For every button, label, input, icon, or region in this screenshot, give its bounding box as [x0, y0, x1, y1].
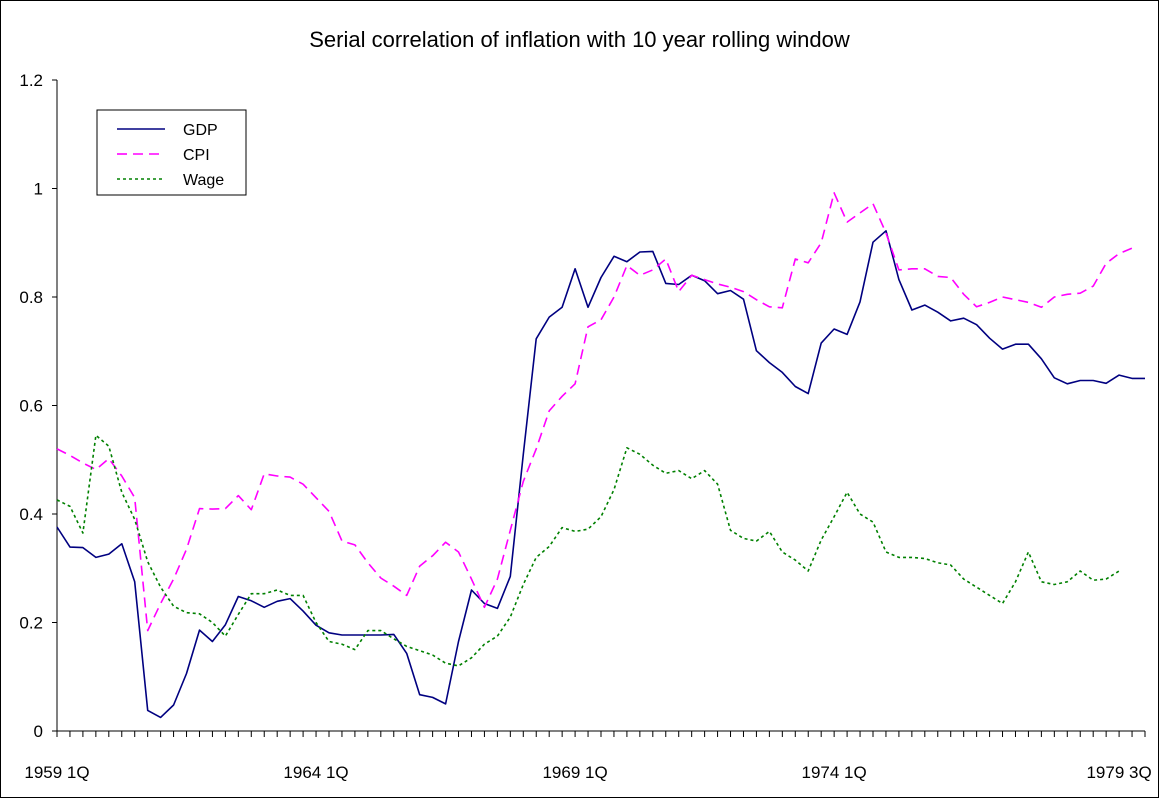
series-line-gdp — [56, 230, 1145, 719]
x-tick-label: 1964 1Q — [283, 763, 348, 782]
y-tick-label: 1.2 — [19, 71, 43, 90]
series-line-cpi — [56, 192, 1133, 632]
y-tick-label: 0.2 — [19, 614, 43, 633]
axes: 0 0.2 0.4 0.6 0.8 1 1.2 1959 1Q 1964 1Q 1969 1Q 19… — [19, 71, 1151, 782]
y-tick-label: 0 — [34, 722, 43, 741]
y-tick-label: 1 — [34, 180, 43, 199]
legend-label-gdp: GDP — [183, 122, 218, 139]
x-tick-label: 1979 3Q — [1086, 763, 1151, 782]
plot-lines — [56, 192, 1145, 719]
x-tick-label: 1969 1Q — [542, 763, 607, 782]
y-tick-label: 0.6 — [19, 397, 43, 416]
legend-label-cpi: CPI — [183, 147, 210, 164]
chart-title: Serial correlation of inflation with 10 … — [309, 27, 850, 52]
x-tick-label: 1974 1Q — [802, 763, 867, 782]
y-tick-label: 0.4 — [19, 505, 43, 524]
y-tick-label: 0.8 — [19, 288, 43, 307]
legend-box — [96, 109, 247, 196]
legend: GDP CPI Wage — [96, 109, 247, 196]
series-line-wage — [56, 434, 1120, 667]
x-tick-label: 1959 1Q — [24, 763, 89, 782]
legend-label-wage: Wage — [183, 172, 224, 189]
